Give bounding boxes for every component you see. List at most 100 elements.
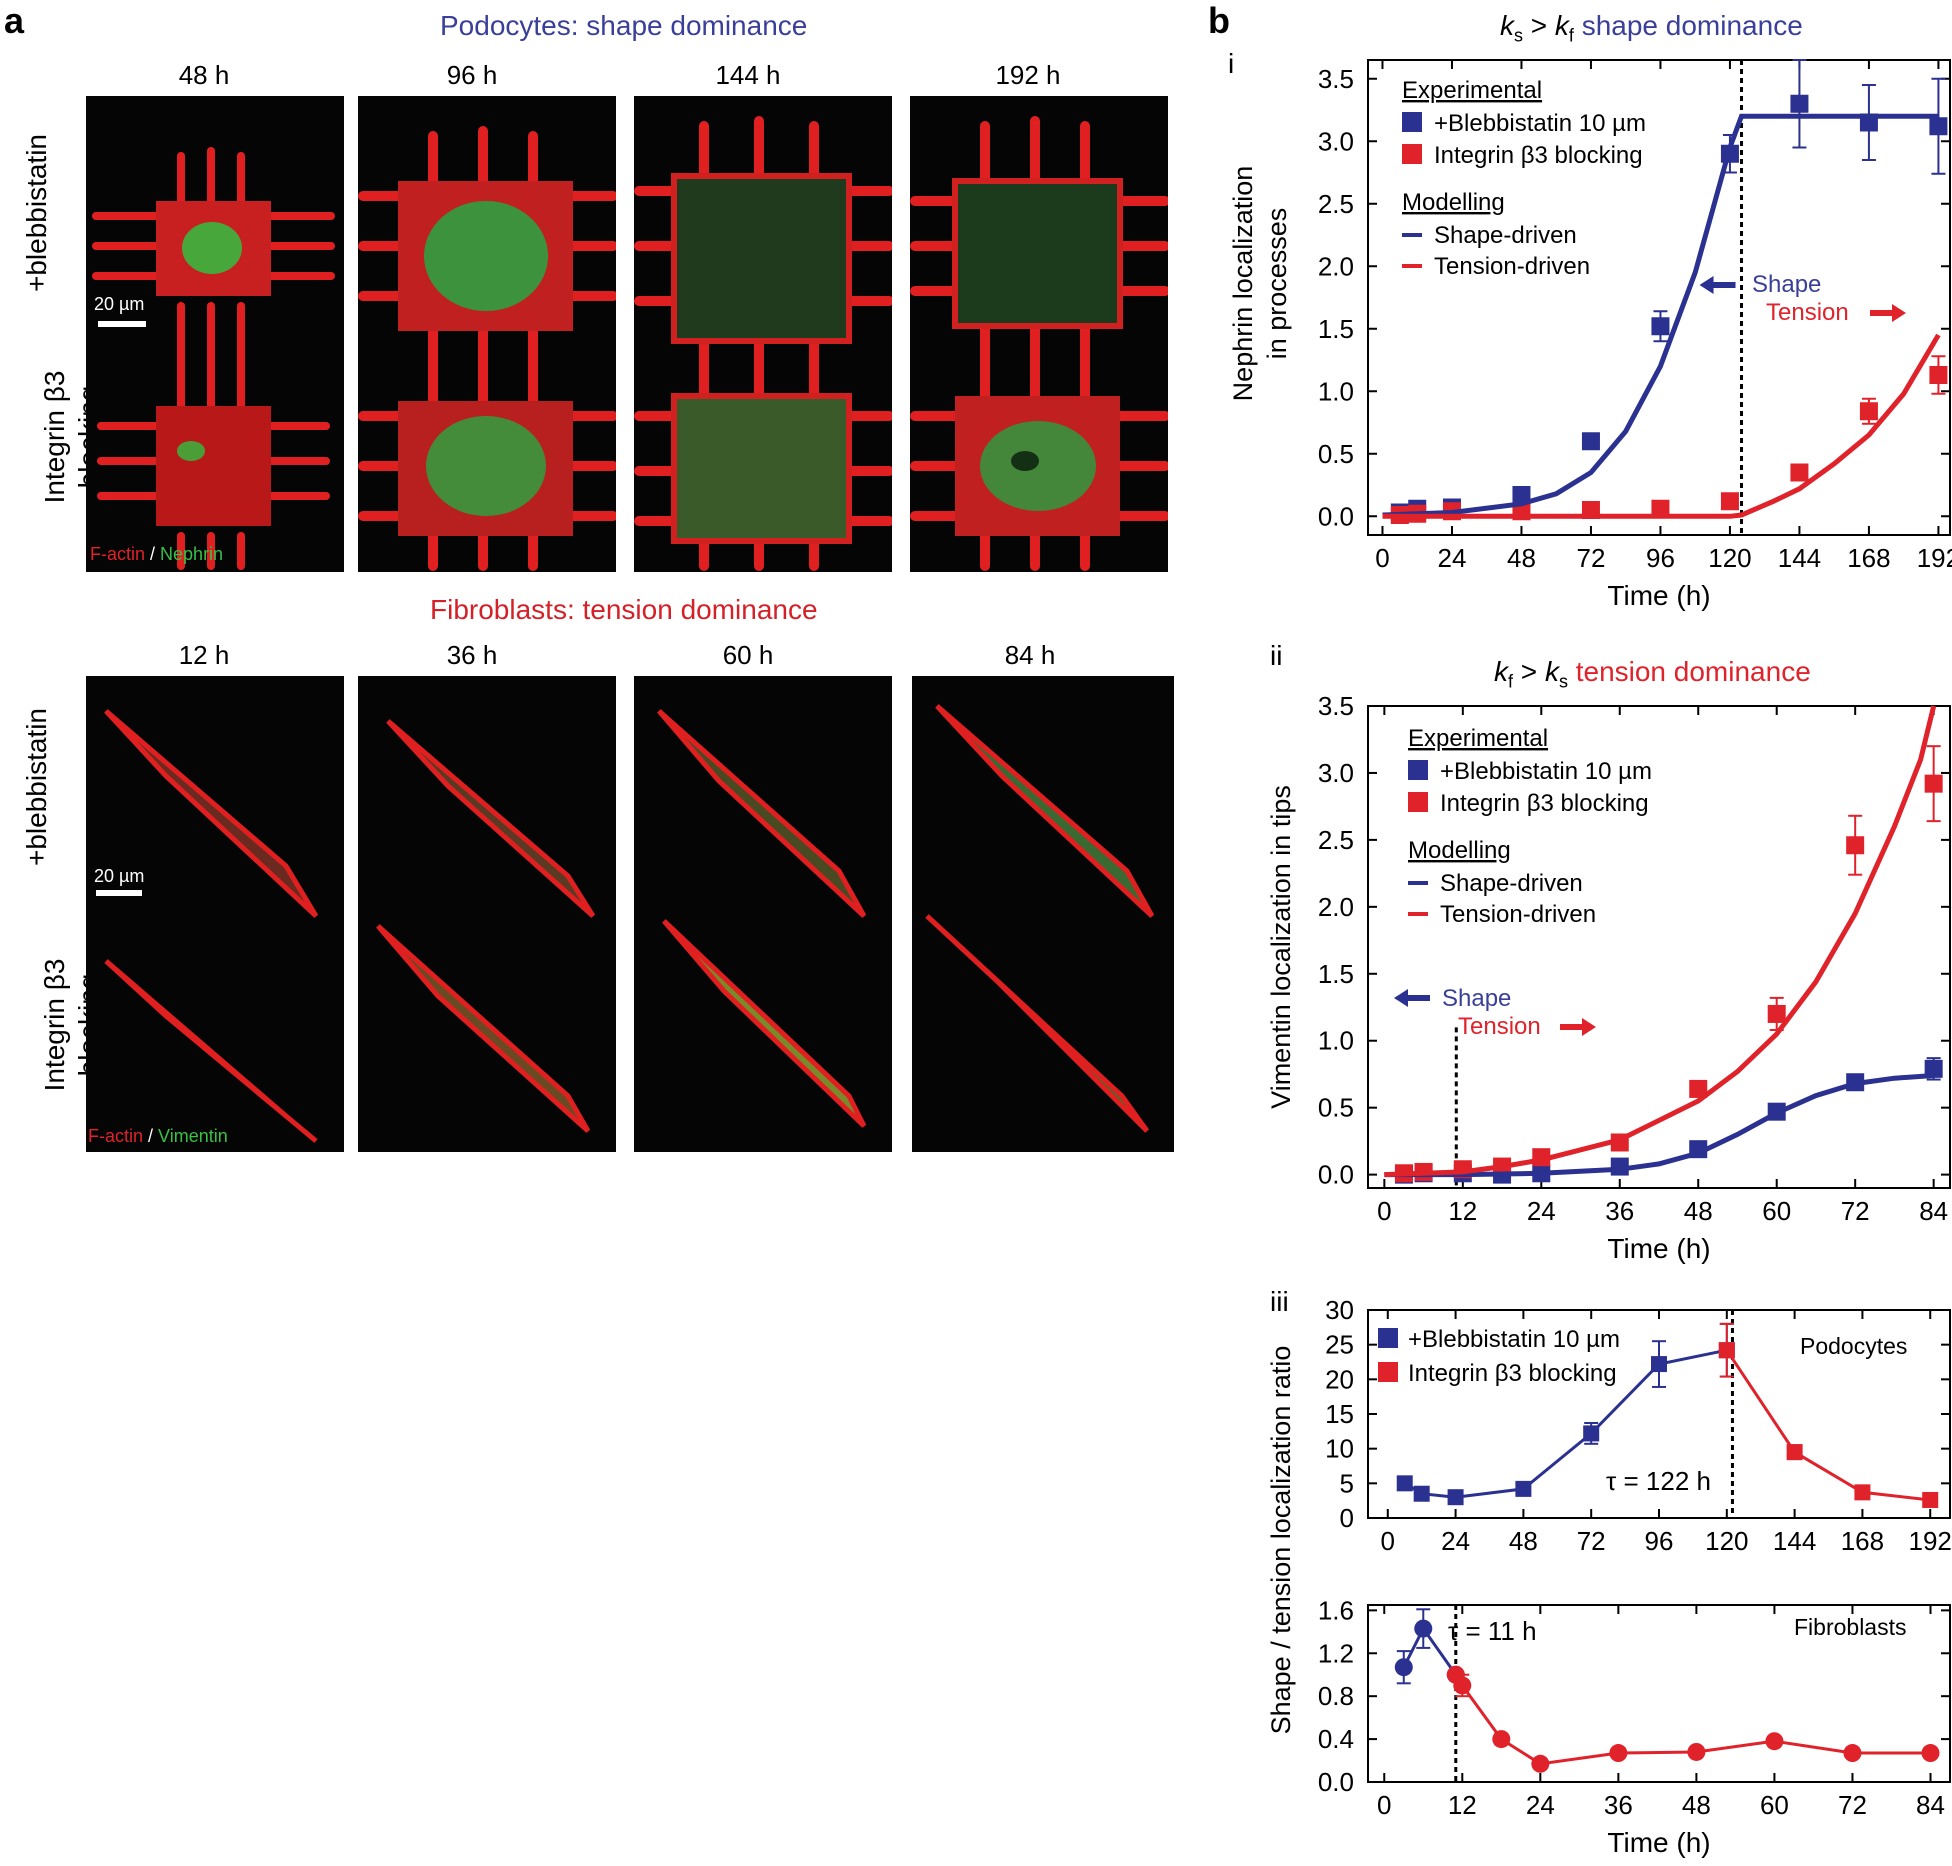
y-tick-label: 3.5 bbox=[1318, 691, 1354, 721]
x-tick-label: 0 bbox=[1375, 543, 1389, 573]
model-curve bbox=[1382, 333, 1941, 519]
podocyte-micrograph-144h bbox=[634, 96, 892, 572]
x-tick-label: 72 bbox=[1576, 543, 1605, 573]
podocyte-cell-image bbox=[358, 126, 616, 571]
chart-i-title: ks > kf shape dominance bbox=[1500, 10, 1803, 46]
x-tick-label: 168 bbox=[1847, 543, 1890, 573]
x-tick-label: 192 bbox=[1909, 1526, 1952, 1556]
data-point bbox=[1515, 1480, 1532, 1497]
stain-legend: F-actin / Nephrin bbox=[90, 544, 223, 565]
arrow-head bbox=[1394, 989, 1408, 1007]
legend-label: +Blebbistatin 10 µm bbox=[1434, 110, 1646, 137]
time-label: 144 h bbox=[715, 60, 781, 90]
legend-swatch bbox=[1402, 144, 1422, 164]
data-point bbox=[1921, 1744, 1940, 1763]
stain-green-label: Vimentin bbox=[158, 1126, 228, 1146]
y-axis-label: Vimentin localization in tips bbox=[1266, 785, 1296, 1109]
x-tick-label: 24 bbox=[1527, 1196, 1556, 1226]
x-tick-label: 120 bbox=[1708, 543, 1751, 573]
stain-separator: / bbox=[143, 1126, 159, 1146]
x-tick-label: 144 bbox=[1778, 543, 1821, 573]
y-tick-label: 1.5 bbox=[1318, 959, 1354, 989]
y-tick-label: 0.0 bbox=[1318, 1767, 1354, 1797]
y-tick-label: 3.5 bbox=[1318, 64, 1354, 94]
legend-swatch bbox=[1378, 1328, 1398, 1348]
x-tick-label: 72 bbox=[1577, 1526, 1606, 1556]
stain-separator: / bbox=[145, 544, 161, 564]
x-tick-label: 60 bbox=[1762, 1196, 1791, 1226]
podocyte-cell-image bbox=[910, 116, 1168, 571]
data-point bbox=[1447, 1489, 1464, 1506]
podocyte-micrograph-192h bbox=[910, 96, 1168, 572]
legend-label: Shape-driven bbox=[1434, 222, 1577, 249]
x-tick-label: 168 bbox=[1841, 1526, 1884, 1556]
chart-ii-title: kf > ks tension dominance bbox=[1494, 656, 1811, 692]
data-point bbox=[1922, 1491, 1939, 1508]
arrow-head bbox=[1699, 276, 1714, 294]
y-tick-label: 20 bbox=[1325, 1364, 1354, 1394]
data-point bbox=[1929, 366, 1948, 384]
annotation-podocytes: Podocytes bbox=[1800, 1333, 1907, 1359]
sub-panel-iii: iii bbox=[1270, 1286, 1289, 1317]
y-tick-label: 1.0 bbox=[1318, 1026, 1354, 1056]
data-point bbox=[1767, 1004, 1786, 1023]
annotation-shape: Shape bbox=[1752, 271, 1821, 298]
y-tick-label: 30 bbox=[1325, 1295, 1354, 1325]
scalebar bbox=[98, 321, 146, 327]
y-tick-label: 0.4 bbox=[1318, 1724, 1354, 1754]
data-point bbox=[1453, 1676, 1472, 1695]
legend-label: +Blebbistatin 10 µm bbox=[1408, 1326, 1620, 1353]
scalebar-label: 20 µm bbox=[94, 294, 145, 314]
podocyte-cell-image bbox=[634, 116, 892, 571]
data-point bbox=[1689, 1079, 1708, 1098]
x-tick-label: 120 bbox=[1705, 1526, 1748, 1556]
scalebar-label: 20 µm bbox=[94, 866, 145, 886]
legend-label: Integrin β3 blocking bbox=[1440, 790, 1649, 817]
stain-red-label: F-actin bbox=[88, 1126, 144, 1146]
y-tick-label: 3.0 bbox=[1318, 126, 1354, 156]
data-point bbox=[1583, 1425, 1600, 1442]
x-tick-label: 12 bbox=[1448, 1196, 1477, 1226]
annotation-tension: Tension bbox=[1458, 1013, 1541, 1040]
x-tick-label: 48 bbox=[1509, 1526, 1538, 1556]
x-tick-label: 12 bbox=[1448, 1790, 1477, 1820]
x-tick-label: 72 bbox=[1841, 1196, 1870, 1226]
fibroblast-cell-image bbox=[657, 709, 867, 1128]
y-tick-label: 0.8 bbox=[1318, 1681, 1354, 1711]
legend-label: +Blebbistatin 10 µm bbox=[1440, 758, 1652, 785]
data-point bbox=[1854, 1484, 1871, 1501]
data-point bbox=[1790, 463, 1809, 482]
data-point bbox=[1394, 1658, 1413, 1677]
x-tick-label: 84 bbox=[1919, 1196, 1948, 1226]
x-axis-label: Time (h) bbox=[1607, 580, 1710, 611]
sub-panel-ii: ii bbox=[1270, 640, 1283, 671]
legend-header: Modelling bbox=[1402, 189, 1505, 216]
time-label: 60 h bbox=[722, 640, 774, 670]
x-tick-label: 96 bbox=[1645, 1526, 1674, 1556]
plot-frame bbox=[1367, 1604, 1951, 1783]
data-point bbox=[1929, 117, 1948, 136]
fibroblast-cell-image bbox=[104, 709, 319, 1143]
plot-frame bbox=[1367, 59, 1951, 536]
stain-legend: F-actin / Vimentin bbox=[88, 1126, 228, 1147]
podocyte-cell-image bbox=[92, 147, 335, 570]
annotation-tau: τ = 122 h bbox=[1606, 1466, 1711, 1496]
y-tick-label: 2.0 bbox=[1318, 892, 1354, 922]
fibroblast-micrograph-60h bbox=[634, 676, 892, 1152]
data-point bbox=[1651, 499, 1670, 518]
x-tick-label: 0 bbox=[1377, 1196, 1391, 1226]
y-tick-label: 2.5 bbox=[1318, 825, 1354, 855]
legend-label: Tension-driven bbox=[1434, 253, 1590, 280]
legend-label: Integrin β3 blocking bbox=[1408, 1360, 1617, 1387]
fibroblast-cell-image bbox=[376, 719, 596, 1133]
y-tick-label: 1.6 bbox=[1318, 1595, 1354, 1625]
x-tick-label: 36 bbox=[1605, 1196, 1634, 1226]
y-axis-label-line: Nephrin localization bbox=[1228, 166, 1258, 402]
time-label: 84 h bbox=[1004, 640, 1056, 670]
y-tick-label: 0.0 bbox=[1318, 1160, 1354, 1190]
legend-swatch bbox=[1408, 760, 1428, 780]
chart-i-title-text: shape dominance bbox=[1581, 10, 1803, 41]
y-axis-label-line: in processes bbox=[1262, 208, 1292, 360]
data-point bbox=[1765, 1732, 1784, 1751]
